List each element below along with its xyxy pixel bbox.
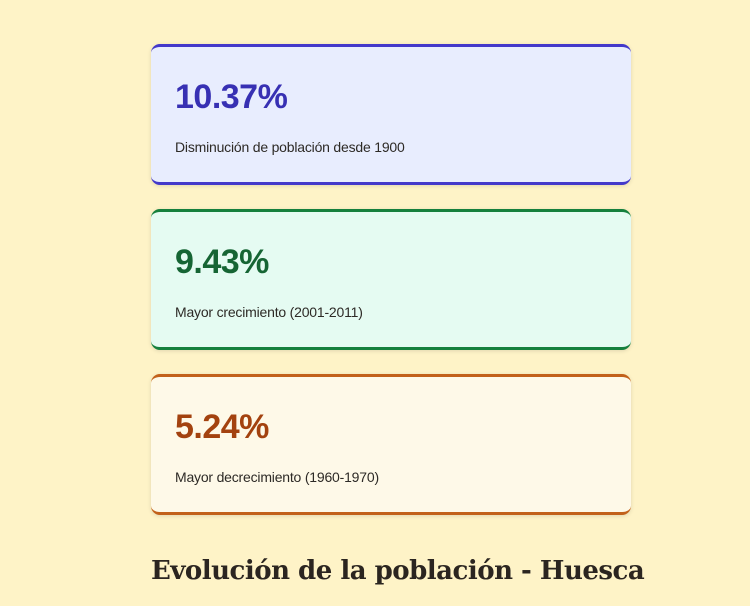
stat-card-max-decline: 5.24% Mayor decrecimiento (1960-1970) bbox=[151, 374, 631, 515]
stat-value: 5.24% bbox=[175, 408, 269, 446]
stat-card-max-growth: 9.43% Mayor crecimiento (2001-2011) bbox=[151, 209, 631, 350]
stat-label: Disminución de población desde 1900 bbox=[175, 139, 405, 155]
stat-card-population-decrease: 10.37% Disminución de población desde 19… bbox=[151, 44, 631, 185]
stat-value: 9.43% bbox=[175, 243, 269, 281]
stats-cards: 10.37% Disminución de población desde 19… bbox=[151, 44, 631, 515]
section-title: Evolución de la población - Huesca bbox=[151, 556, 645, 586]
stat-label: Mayor crecimiento (2001-2011) bbox=[175, 304, 363, 320]
stat-value: 10.37% bbox=[175, 78, 288, 116]
stat-label: Mayor decrecimiento (1960-1970) bbox=[175, 469, 379, 485]
